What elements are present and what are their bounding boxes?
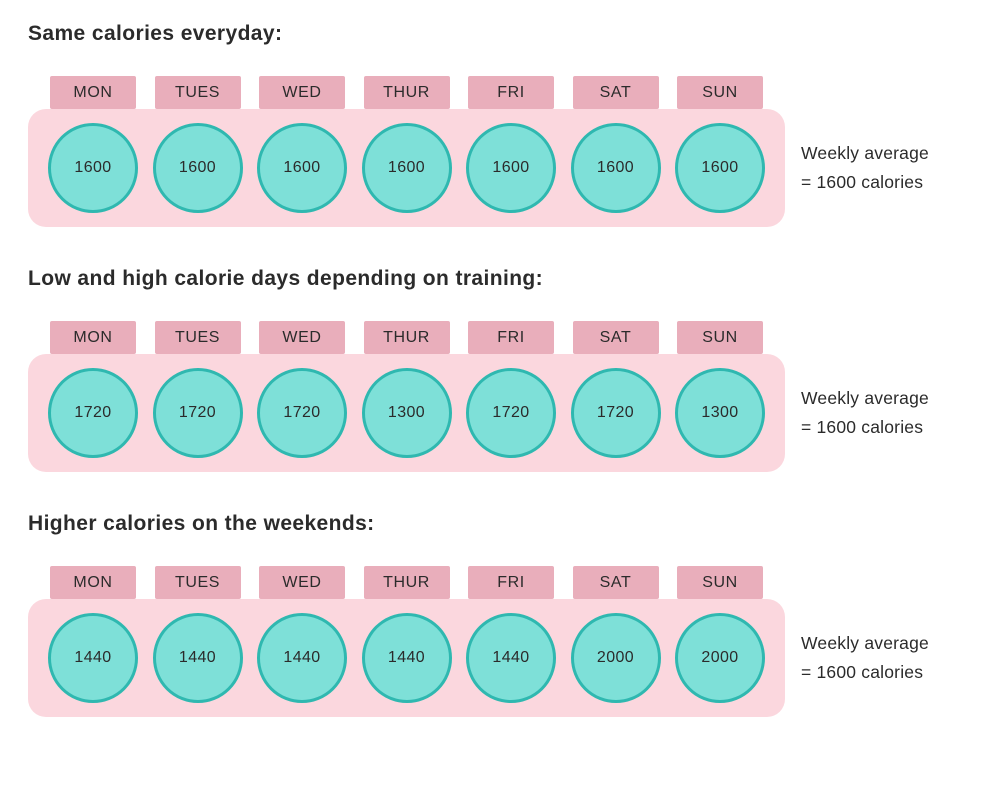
day-tab-sun: SUN <box>677 321 763 354</box>
weekly-average: Weekly average = 1600 calories <box>801 629 929 687</box>
day-tab-sat: SAT <box>572 566 659 599</box>
day-tabs: MON TUES WED THUR FRI SAT SUN <box>28 566 785 599</box>
calorie-circle-wed: 1440 <box>257 613 347 703</box>
day-tab-thur: THUR <box>363 321 450 354</box>
weekly-average-line2: = 1600 calories <box>801 416 924 437</box>
week-calendar: MON TUES WED THUR FRI SAT SUN 1720 1720 … <box>28 321 785 472</box>
section-title: Higher calories on the weekends: <box>28 512 375 535</box>
calorie-circle-tues: 1440 <box>152 613 243 703</box>
day-tab-wed: WED <box>259 76 345 109</box>
weekly-average-line1: Weekly average <box>801 387 929 408</box>
calorie-circle-wed: 1600 <box>257 123 347 213</box>
calorie-circle-mon: 1720 <box>48 368 138 458</box>
section-weekend-calories: Higher calories on the weekends: MON TUE… <box>28 512 1000 717</box>
calorie-circle-sun: 1300 <box>675 368 765 458</box>
calorie-circle-wed: 1720 <box>257 368 347 458</box>
day-tabs: MON TUES WED THUR FRI SAT SUN <box>28 76 785 109</box>
day-tab-sat: SAT <box>572 321 659 354</box>
week-row: MON TUES WED THUR FRI SAT SUN 1720 1720 … <box>28 321 1000 472</box>
day-tab-fri: FRI <box>468 76 554 109</box>
day-tab-tues: TUES <box>154 76 241 109</box>
section-low-high-days: Low and high calorie days depending on t… <box>28 267 1000 472</box>
day-tabs: MON TUES WED THUR FRI SAT SUN <box>28 321 785 354</box>
calorie-circle-sat: 1600 <box>570 123 661 213</box>
calorie-circle-sat: 1720 <box>570 368 661 458</box>
weekly-average: Weekly average = 1600 calories <box>801 384 929 442</box>
calorie-circle-mon: 1600 <box>48 123 138 213</box>
day-tab-wed: WED <box>259 321 345 354</box>
day-tab-tues: TUES <box>154 321 241 354</box>
day-tab-sat: SAT <box>572 76 659 109</box>
calorie-circle-thur: 1300 <box>361 368 452 458</box>
week-row: MON TUES WED THUR FRI SAT SUN 1440 1440 … <box>28 566 1000 717</box>
calorie-circle-sun: 1600 <box>675 123 765 213</box>
week-row: MON TUES WED THUR FRI SAT SUN 1600 1600 … <box>28 76 1000 227</box>
weekly-average-line2: = 1600 calories <box>801 661 924 682</box>
week-panel: 1720 1720 1720 1300 1720 1720 1300 <box>28 354 785 472</box>
calorie-circle-thur: 1600 <box>361 123 452 213</box>
day-tab-tues: TUES <box>154 566 241 599</box>
weekly-average-line1: Weekly average <box>801 142 929 163</box>
calorie-circle-thur: 1440 <box>361 613 452 703</box>
day-tab-wed: WED <box>259 566 345 599</box>
calorie-circle-tues: 1720 <box>152 368 243 458</box>
day-tab-fri: FRI <box>468 321 554 354</box>
day-tab-sun: SUN <box>677 76 763 109</box>
day-tab-sun: SUN <box>677 566 763 599</box>
section-title: Same calories everyday: <box>28 22 283 45</box>
day-tab-mon: MON <box>50 566 136 599</box>
calorie-circle-sat: 2000 <box>570 613 661 703</box>
calorie-circle-fri: 1440 <box>466 613 556 703</box>
calorie-circle-sun: 2000 <box>675 613 765 703</box>
calorie-circle-fri: 1600 <box>466 123 556 213</box>
day-tab-fri: FRI <box>468 566 554 599</box>
calorie-circle-tues: 1600 <box>152 123 243 213</box>
day-tab-thur: THUR <box>363 76 450 109</box>
day-tab-thur: THUR <box>363 566 450 599</box>
week-calendar: MON TUES WED THUR FRI SAT SUN 1600 1600 … <box>28 76 785 227</box>
section-title: Low and high calorie days depending on t… <box>28 267 544 290</box>
weekly-average-line2: = 1600 calories <box>801 171 924 192</box>
day-tab-mon: MON <box>50 321 136 354</box>
week-panel: 1440 1440 1440 1440 1440 2000 2000 <box>28 599 785 717</box>
weekly-average: Weekly average = 1600 calories <box>801 139 929 197</box>
calorie-circle-mon: 1440 <box>48 613 138 703</box>
weekly-average-line1: Weekly average <box>801 632 929 653</box>
calorie-circle-fri: 1720 <box>466 368 556 458</box>
day-tab-mon: MON <box>50 76 136 109</box>
section-same-calories: Same calories everyday: MON TUES WED THU… <box>28 22 1000 227</box>
week-calendar: MON TUES WED THUR FRI SAT SUN 1440 1440 … <box>28 566 785 717</box>
week-panel: 1600 1600 1600 1600 1600 1600 1600 <box>28 109 785 227</box>
